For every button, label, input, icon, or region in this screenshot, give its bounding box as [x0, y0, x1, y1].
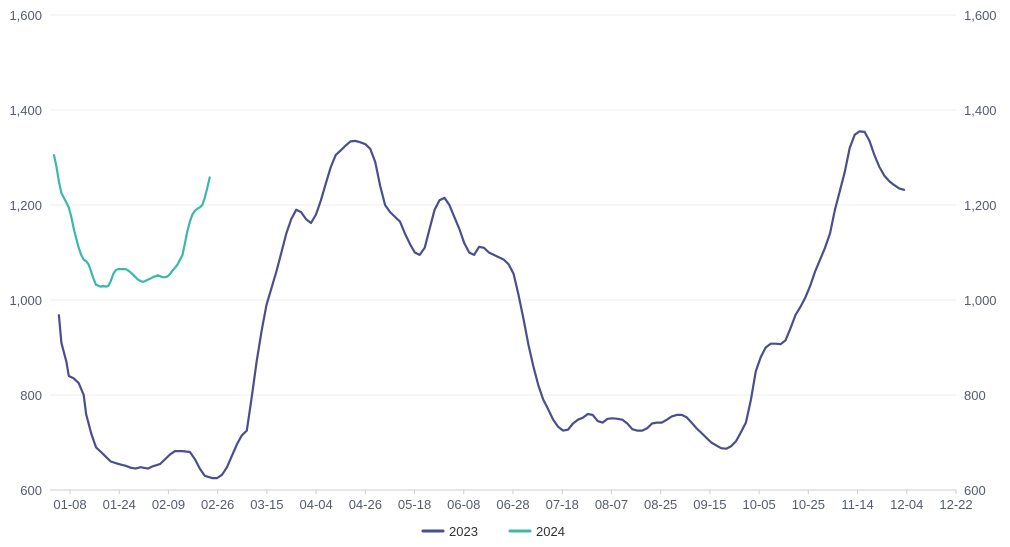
x-tick-label: 08-07 — [595, 497, 628, 512]
x-tick-label: 02-26 — [201, 497, 234, 512]
x-tick-label: 12-04 — [890, 497, 923, 512]
legend: 2023 2024 — [421, 524, 565, 539]
x-tick-label: 08-25 — [644, 497, 677, 512]
x-tick-label: 09-15 — [693, 497, 726, 512]
y-tick-label-left: 800 — [20, 388, 42, 403]
gridlines — [50, 14, 956, 491]
y-tick-label-left: 600 — [20, 483, 42, 498]
y-tick-label-right: 1,600 — [964, 8, 997, 23]
x-tick-label: 07-18 — [546, 497, 579, 512]
series-lines — [52, 130, 906, 480]
x-tick-label: 04-04 — [299, 497, 332, 512]
y-tick-label-left: 1,600 — [9, 8, 42, 23]
y-tick-label-right: 1,200 — [964, 198, 997, 213]
legend-label-2024: 2024 — [536, 524, 565, 539]
x-tick-label: 06-08 — [447, 497, 480, 512]
y-tick-label-right: 600 — [964, 483, 986, 498]
series-line-2023 — [57, 130, 906, 480]
x-tick-label: 03-15 — [250, 497, 283, 512]
y-tick-label-left: 1,400 — [9, 103, 42, 118]
x-tick-label: 05-18 — [398, 497, 431, 512]
x-axis: 01-08 01-24 02-09 02-26 03-15 04-04 04-26 05-18… — [53, 490, 973, 512]
x-tick-label: 10-25 — [792, 497, 825, 512]
y-axis-right: 600 800 1,000 1,200 1,400 1,600 — [964, 8, 997, 498]
x-tick-label: 01-08 — [53, 497, 86, 512]
x-tick-label: 10-05 — [742, 497, 775, 512]
x-tick-label: 01-24 — [103, 497, 136, 512]
x-tick-label: 06-28 — [496, 497, 529, 512]
y-tick-label-right: 1,000 — [964, 293, 997, 308]
y-tick-label-right: 800 — [964, 388, 986, 403]
x-tick-label: 12-22 — [939, 497, 972, 512]
x-tick-label: 02-09 — [152, 497, 185, 512]
y-tick-label-left: 1,000 — [9, 293, 42, 308]
legend-label-2023: 2023 — [449, 524, 478, 539]
x-tick-label: 11-14 — [841, 497, 873, 512]
series-line-2024 — [52, 154, 211, 288]
x-tick-label: 04-26 — [349, 497, 382, 512]
y-tick-label-left: 1,200 — [9, 198, 42, 213]
y-tick-label-right: 1,400 — [964, 103, 997, 118]
y-axis-left: 600 800 1,000 1,200 1,400 1,600 — [9, 8, 42, 498]
